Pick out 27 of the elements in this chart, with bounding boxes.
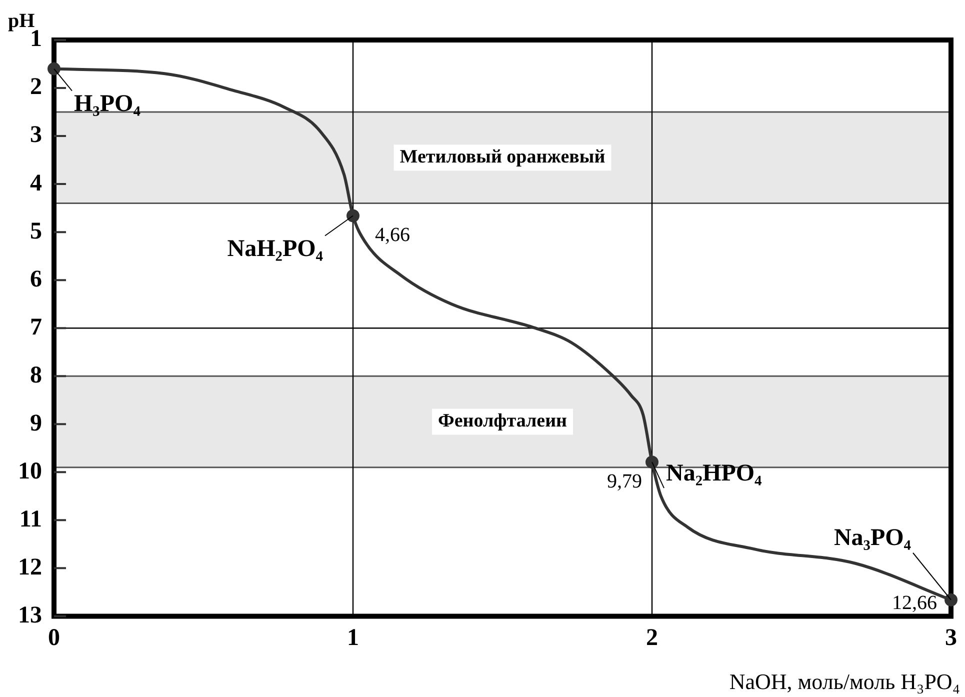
y-tick-label: 2 (30, 74, 42, 100)
y-tick-label: 11 (19, 506, 42, 532)
data-label: 12,66 (892, 592, 937, 614)
y-tick-label: 12 (18, 554, 42, 580)
y-tick-label: 13 (18, 602, 42, 628)
x-tick-label: 1 (347, 624, 359, 651)
y-tick-label: 3 (30, 122, 42, 148)
x-tick-label: 0 (48, 624, 60, 651)
y-tick-label: 7 (30, 314, 42, 340)
y-tick-label: 6 (30, 266, 42, 292)
y-tick-label: 9 (30, 410, 42, 436)
band-label: Фенолфталеин (438, 410, 568, 432)
annotation: Na₂HPO₄ (666, 460, 762, 486)
annotation: NaH₂PO₄ (227, 236, 323, 262)
annotation: H₃PO₄ (74, 91, 140, 118)
y-tick-label: 10 (18, 458, 42, 484)
annotation: Na₃PO₄ (834, 525, 911, 552)
y-tick-label: 5 (30, 218, 42, 244)
x-tick-label: 2 (646, 624, 658, 651)
data-label: 9,79 (607, 470, 642, 492)
y-tick-label: 8 (30, 362, 42, 388)
x-tick-label: 3 (945, 624, 957, 651)
data-label: 4,66 (375, 224, 410, 246)
y-tick-label: 4 (30, 170, 42, 196)
y-tick-label: 1 (30, 26, 42, 52)
band-label: Метиловый оранжевый (400, 146, 606, 168)
x-axis-title: NaOH, моль/моль H₃PO₄ (729, 668, 960, 694)
